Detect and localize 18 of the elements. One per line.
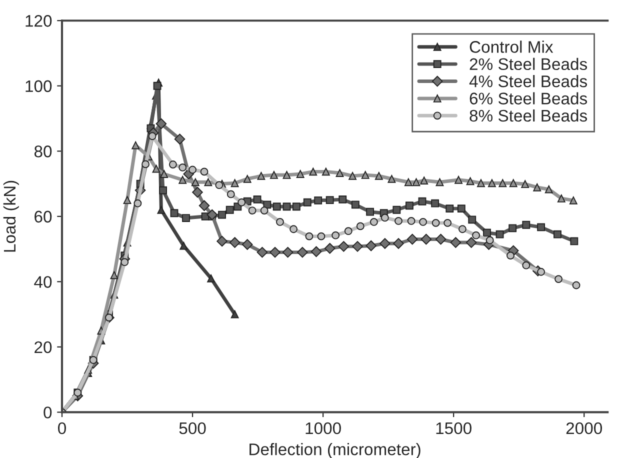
x-tick-label: 2000 [566, 422, 602, 434]
y-tick-label: 20 [34, 341, 52, 354]
y-tick-label: 40 [34, 276, 52, 288]
legend-label: 8% Steel Beads [470, 109, 588, 122]
legend-label: 4% Steel Beads [469, 75, 588, 88]
x-tick-label: 1000 [306, 422, 341, 434]
y-tick-label: 80 [34, 146, 52, 158]
y-tick-label: 100 [26, 80, 52, 92]
legend-label: 2% Steel Beads [470, 58, 588, 70]
y-axis-title: Load (kN) [3, 180, 19, 252]
legend-label: Control Mix [470, 40, 554, 53]
x-tick-label: 1500 [436, 422, 472, 434]
x-tick-label: 500 [179, 422, 206, 434]
y-tick-label: 0 [44, 406, 52, 418]
y-tick-label: 60 [34, 210, 52, 223]
y-tick-label: 120 [26, 15, 52, 27]
legend-label: 6% Steel Beads [470, 92, 588, 104]
x-tick-label: 0 [58, 422, 66, 434]
